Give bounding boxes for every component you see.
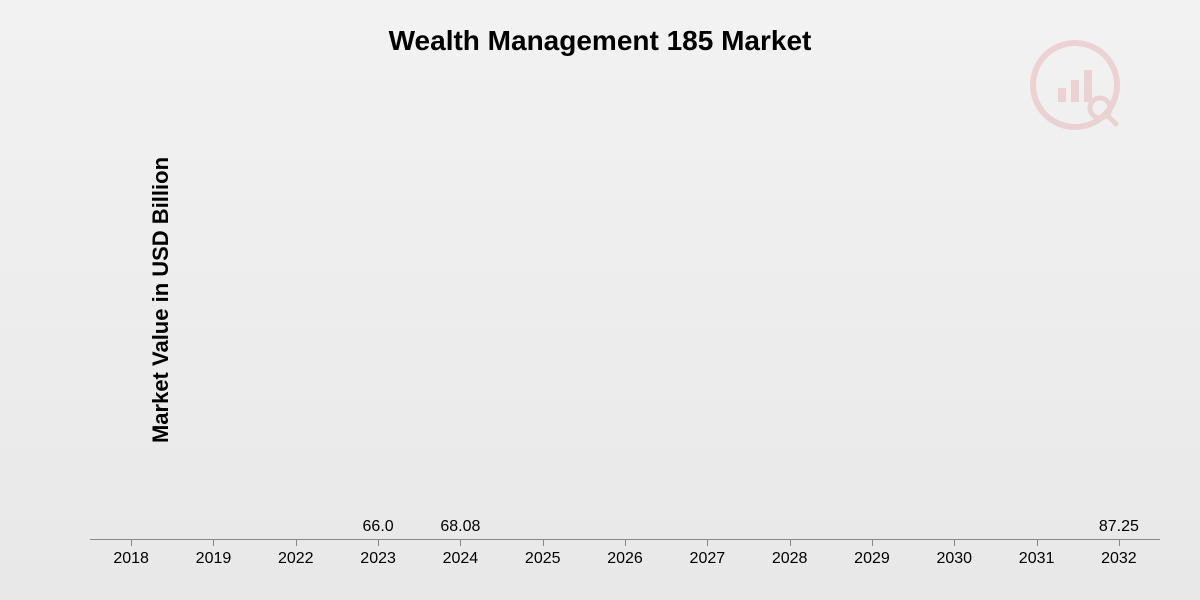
x-axis-label: 2030 (913, 550, 995, 580)
bar-slot: 66.0 (337, 518, 419, 540)
bar-slot: 68.08 (419, 518, 501, 540)
bar-slot: 87.25 (1078, 518, 1160, 540)
bar-value-label: 68.08 (440, 518, 480, 536)
x-axis-label-text: 2024 (443, 550, 479, 567)
x-axis-label: 2028 (749, 550, 831, 580)
x-axis-label: 2022 (255, 550, 337, 580)
x-axis-label: 2018 (90, 550, 172, 580)
x-axis-tick (790, 540, 791, 546)
x-axis-label-text: 2032 (1101, 550, 1137, 567)
x-axis-label-text: 2019 (196, 550, 232, 567)
plot-area: 66.0 68.08 87.25 (90, 90, 1160, 540)
x-axis-label: 2027 (666, 550, 748, 580)
x-axis-tick (625, 540, 626, 546)
x-axis-label-text: 2022 (278, 550, 314, 567)
x-axis-label: 2019 (172, 550, 254, 580)
x-axis-label: 2025 (502, 550, 584, 580)
x-axis-label-text: 2027 (690, 550, 726, 567)
x-axis-label: 2026 (584, 550, 666, 580)
x-axis-tick (1119, 540, 1120, 546)
chart-title: Wealth Management 185 Market (0, 25, 1200, 57)
bar-value-label: 66.0 (363, 518, 394, 536)
x-axis-label-text: 2025 (525, 550, 561, 567)
x-axis-tick (460, 540, 461, 546)
x-axis-label: 2024 (419, 550, 501, 580)
x-axis-tick (707, 540, 708, 546)
x-axis-tick (872, 540, 873, 546)
x-axis-label-text: 2028 (772, 550, 808, 567)
x-axis-label-text: 2023 (360, 550, 396, 567)
bar-value-label: 87.25 (1099, 518, 1139, 536)
x-axis-tick (296, 540, 297, 546)
x-axis-label: 2031 (995, 550, 1077, 580)
bars-group: 66.0 68.08 87.25 (90, 90, 1160, 540)
x-axis-label: 2032 (1078, 550, 1160, 580)
x-axis-label: 2029 (831, 550, 913, 580)
x-axis-tick (131, 540, 132, 546)
x-axis-tick (213, 540, 214, 546)
x-labels-group: 2018 2019 2022 2023 2024 2025 2026 2027 2028 2029… (90, 550, 1160, 580)
chart-container: Wealth Management 185 Market Market Valu… (0, 0, 1200, 600)
x-axis-tick (1037, 540, 1038, 546)
x-axis-label-text: 2018 (113, 550, 149, 567)
x-axis-label-text: 2029 (854, 550, 890, 567)
x-axis-tick (954, 540, 955, 546)
x-axis-tick (378, 540, 379, 546)
x-axis-label-text: 2030 (936, 550, 972, 567)
x-axis-label-text: 2026 (607, 550, 643, 567)
x-axis-tick (543, 540, 544, 546)
x-axis-label-text: 2031 (1019, 550, 1055, 567)
x-axis-label: 2023 (337, 550, 419, 580)
